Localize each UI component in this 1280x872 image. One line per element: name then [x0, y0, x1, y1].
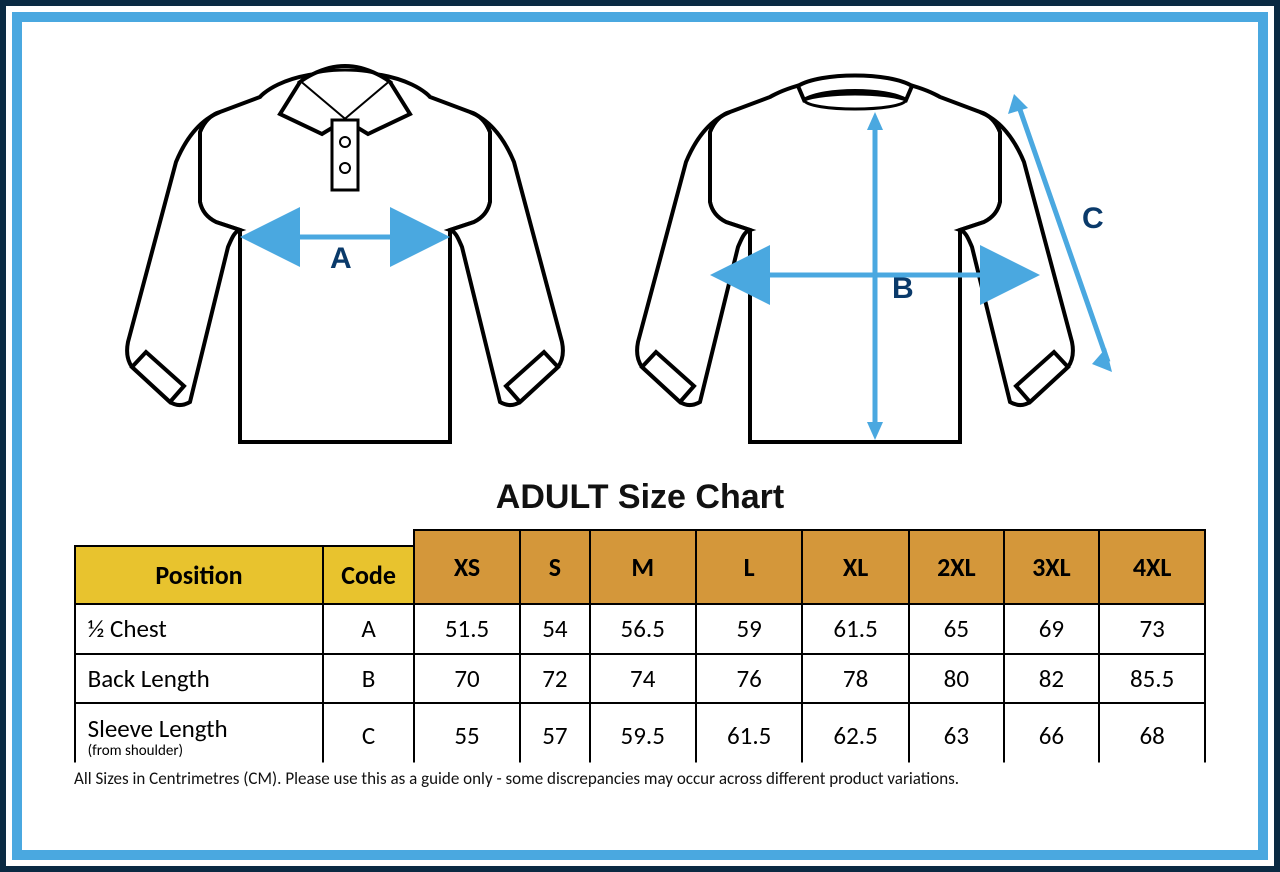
cell-value: 74 — [590, 654, 696, 704]
cell-value: 51.5 — [414, 604, 520, 654]
cell-value: 63 — [909, 703, 1004, 768]
cell-value: 59.5 — [590, 703, 696, 768]
shirt-back-svg — [620, 42, 1170, 462]
col-size: M — [590, 530, 696, 604]
cell-value: 66 — [1004, 703, 1099, 768]
col-size: S — [520, 530, 589, 604]
cell-value: 72 — [520, 654, 589, 704]
col-size: 2XL — [909, 530, 1004, 604]
col-size: 4XL — [1099, 530, 1206, 604]
label-c: C — [1082, 202, 1104, 236]
label-a: A — [330, 242, 352, 276]
cell-position: Back Length — [75, 654, 324, 704]
cell-value: 62.5 — [802, 703, 908, 768]
col-size: L — [696, 530, 802, 604]
cell-value: 85.5 — [1099, 654, 1206, 704]
cell-code: A — [323, 604, 413, 654]
cell-position: ½ Chest — [75, 604, 324, 654]
shirt-back: B C — [620, 42, 1170, 462]
cell-position: Sleeve Length(from shoulder) — [75, 703, 324, 768]
cell-value: 73 — [1099, 604, 1206, 654]
cell-value: 82 — [1004, 654, 1099, 704]
col-position: Position — [75, 546, 324, 604]
shirt-diagram: A — [50, 42, 1230, 472]
cell-value: 59 — [696, 604, 802, 654]
shirt-front: A — [110, 42, 580, 462]
cell-value: 80 — [909, 654, 1004, 704]
cell-value: 61.5 — [802, 604, 908, 654]
cell-code: C — [323, 703, 413, 768]
cell-value: 68 — [1099, 703, 1206, 768]
cell-value: 56.5 — [590, 604, 696, 654]
cell-value: 65 — [909, 604, 1004, 654]
cell-value: 76 — [696, 654, 802, 704]
cell-value: 57 — [520, 703, 589, 768]
cell-value: 69 — [1004, 604, 1099, 654]
chart-title: ADULT Size Chart — [50, 478, 1230, 517]
title-strong: ADULT — [496, 478, 609, 516]
size-table: XSSMLXL2XL3XL4XL PositionCode ½ ChestA51.… — [74, 529, 1207, 754]
cell-value: 70 — [414, 654, 520, 704]
inner-frame: A — [12, 12, 1268, 860]
table-row: ½ ChestA51.55456.55961.5656973 — [75, 604, 1206, 654]
cell-value: 78 — [802, 654, 908, 704]
title-rest: Size Chart — [608, 478, 784, 516]
cell-value: 54 — [520, 604, 589, 654]
col-code: Code — [323, 546, 413, 604]
footnote: All Sizes in Centrimetres (CM). Please u… — [74, 768, 1230, 789]
col-size: XS — [414, 530, 520, 604]
outer-frame: A — [0, 0, 1280, 872]
cell-code: B — [323, 654, 413, 704]
col-size: XL — [802, 530, 908, 604]
cell-value: 55 — [414, 703, 520, 768]
cell-value: 61.5 — [696, 703, 802, 768]
table-row: Back LengthB7072747678808285.5 — [75, 654, 1206, 704]
col-size: 3XL — [1004, 530, 1099, 604]
label-b: B — [892, 272, 914, 306]
table-row: Sleeve Length(from shoulder)C555759.561.… — [75, 703, 1206, 768]
